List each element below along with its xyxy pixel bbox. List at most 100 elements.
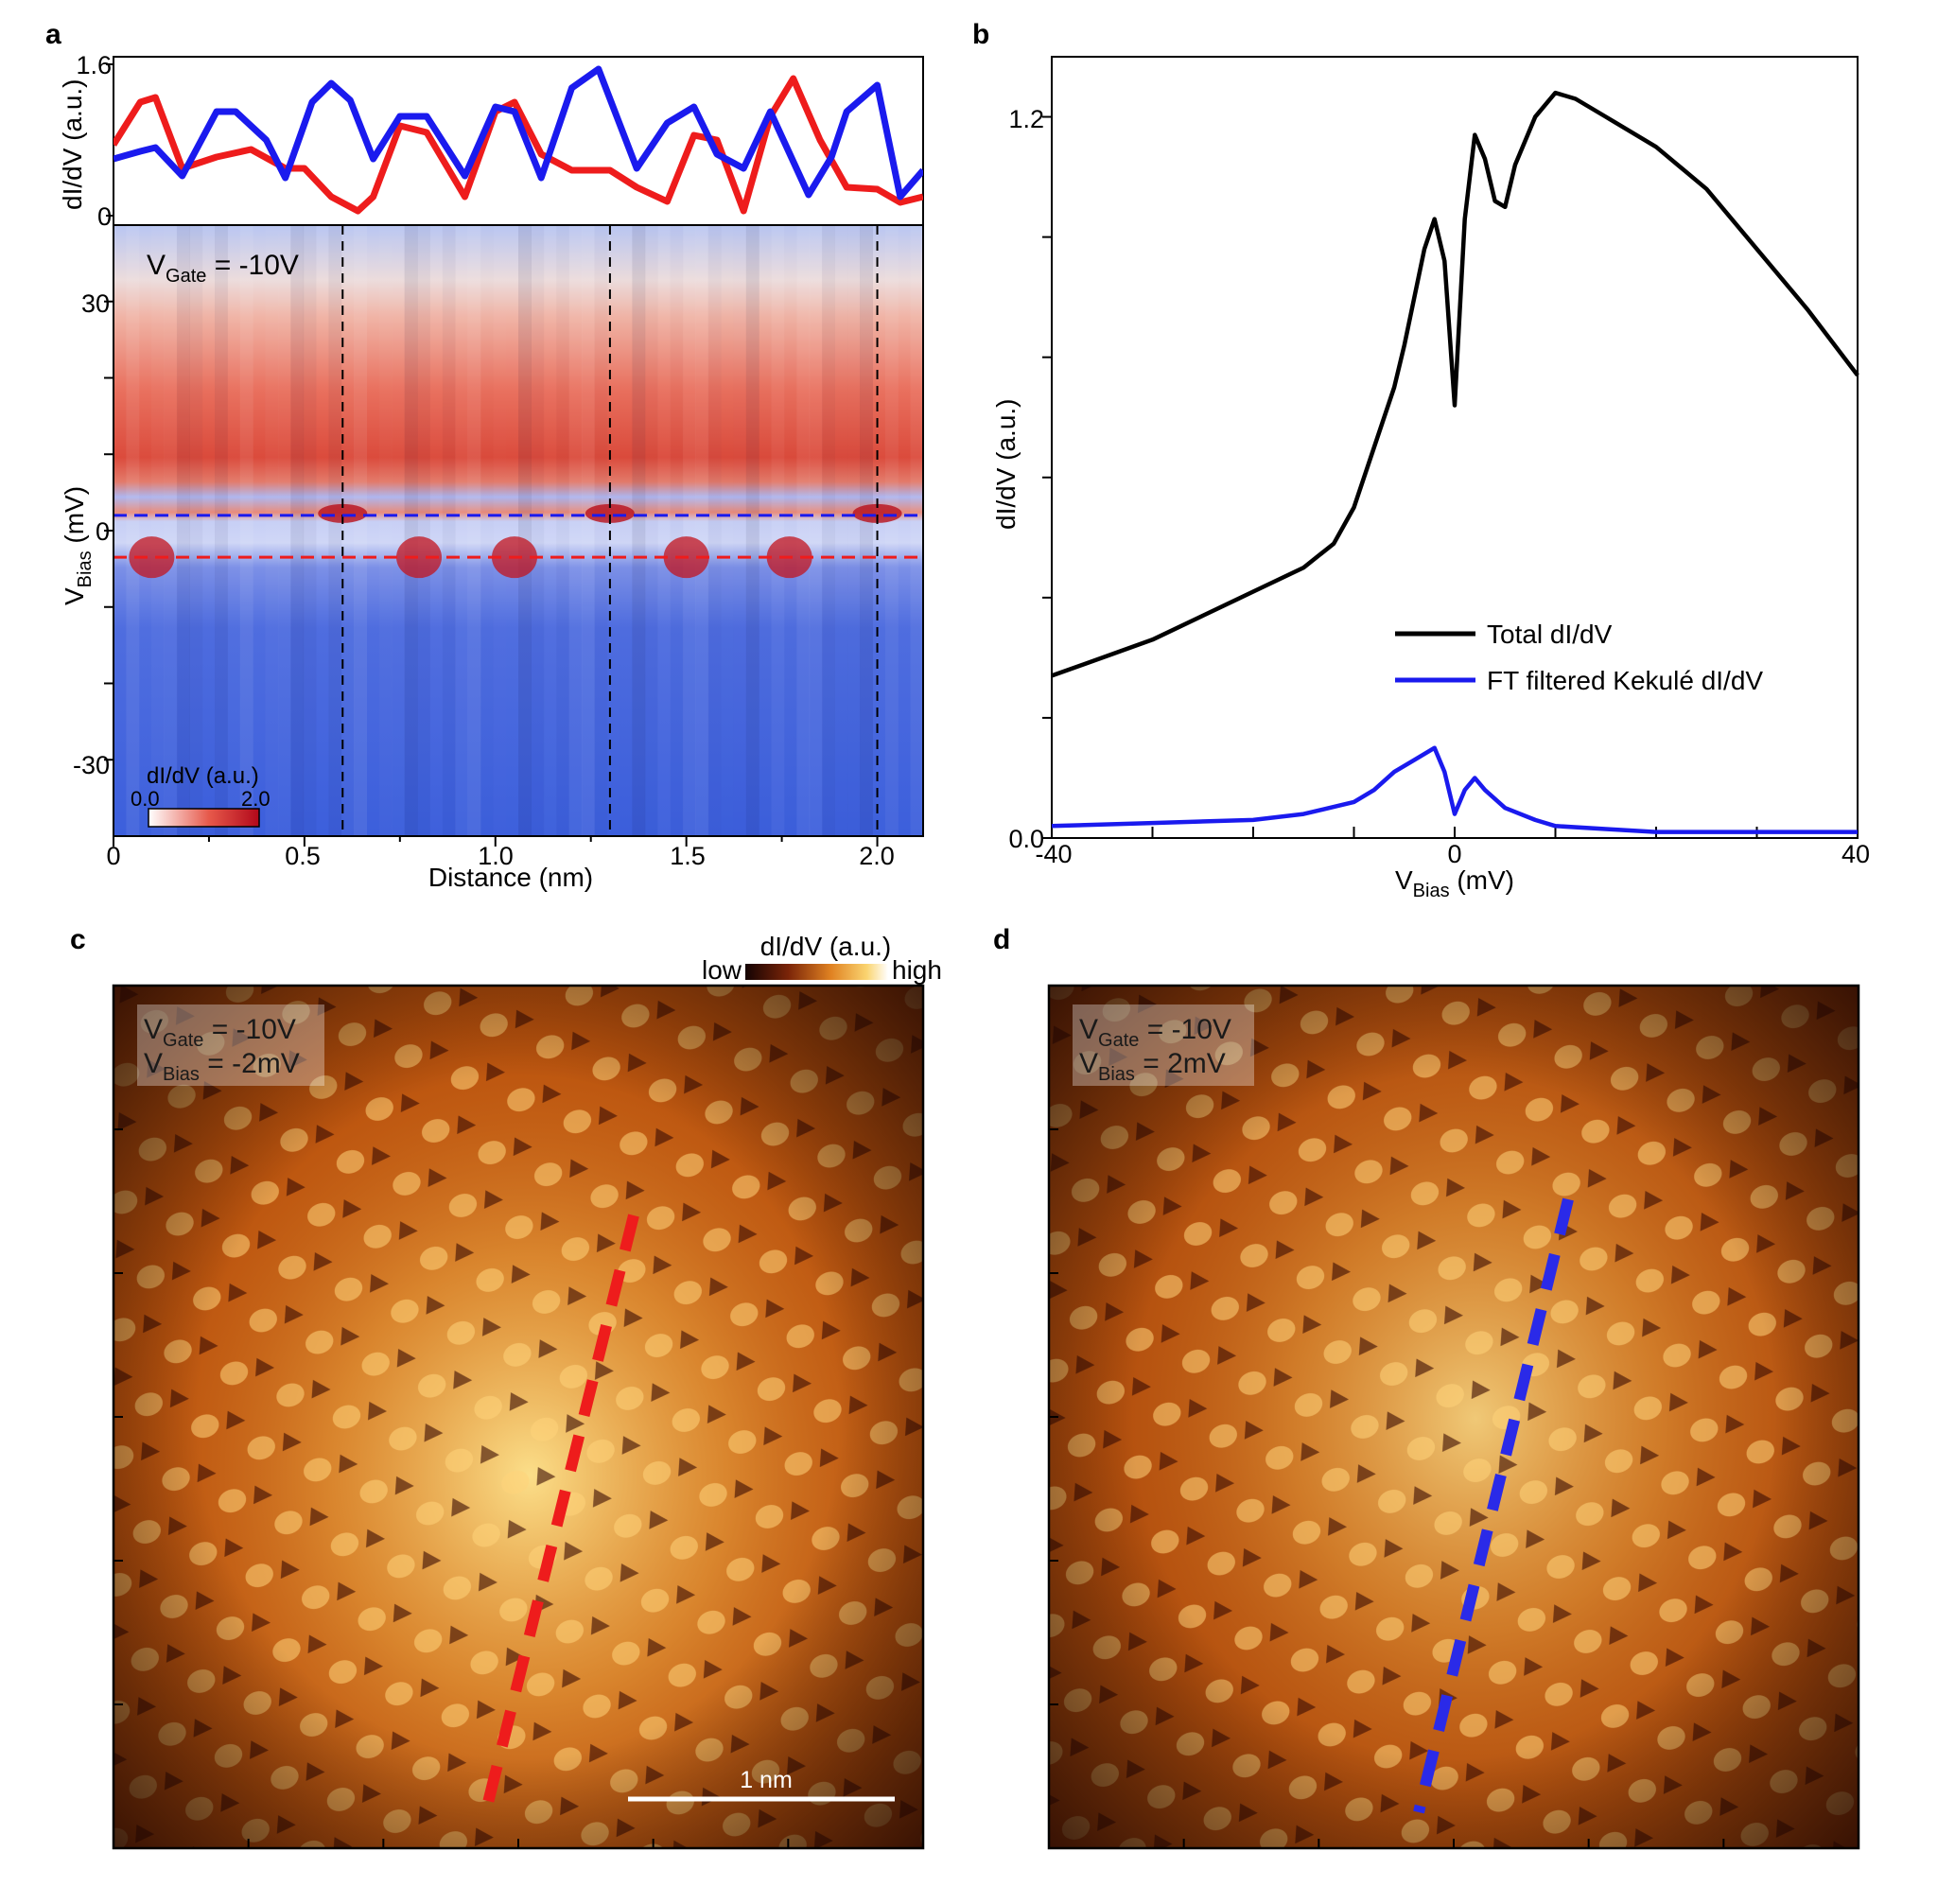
c-colorbar: dI/dV (a.u.) low high: [702, 932, 942, 985]
a-gate-label: VGate = -10V: [147, 250, 299, 287]
heatmap-column: [682, 225, 696, 836]
a-colorbar-title: dI/dV (a.u.): [147, 763, 259, 789]
b-ylabel: dI/dV (a.u.): [991, 398, 1021, 530]
heatmap-column: [328, 225, 342, 836]
c-colorbar-low: low: [702, 955, 742, 985]
heatmap-column: [266, 225, 279, 836]
panel-d-stm-image: VGate = -10V VBias = 2mV: [1047, 984, 1860, 1850]
heatmap-column: [632, 225, 646, 836]
heatmap-peak-positive: [585, 503, 635, 523]
panel-c-stm-image: VGate = -10V VBias = -2mV 1 nm: [112, 984, 925, 1850]
a-ytick-30: 30: [81, 289, 110, 318]
heatmap-column: [189, 225, 203, 836]
heatmap-column: [239, 225, 253, 836]
b-xtick-40: 40: [1842, 840, 1870, 868]
a-xtick-0.5: 0.5: [285, 842, 321, 870]
a-xlabel: Distance (nm): [428, 863, 593, 892]
heatmap-column: [733, 225, 746, 836]
a-top-ytick-0: 0: [97, 202, 112, 231]
heatmap-column: [443, 225, 456, 836]
heatmap-column: [721, 225, 734, 836]
heatmap-column: [176, 225, 190, 836]
panel-label-b: b: [972, 19, 989, 50]
a-colorbar-bar: [148, 808, 260, 828]
heatmap-column: [404, 225, 418, 836]
heatmap-column: [455, 225, 468, 836]
panel-a-heatmap: VGate = -10V dI/dV (a.u.) 0.0 2.0 30 0 -…: [60, 224, 924, 892]
d-linecut-blue: [1413, 1197, 1574, 1814]
heatmap-column: [708, 225, 722, 836]
heatmap-column: [518, 225, 532, 836]
a-colorbar-min: 0.0: [131, 787, 160, 811]
heatmap-column: [429, 225, 443, 836]
c-gate-label: VGate = -10V: [144, 1014, 296, 1051]
heatmap-column: [594, 225, 607, 836]
b-legend: Total dI/dV FT filtered Kekulé dI/dV: [1395, 620, 1763, 695]
a-colorbar-max: 2.0: [241, 787, 271, 811]
a-xtick-1.5: 1.5: [670, 842, 706, 870]
heatmap-column: [202, 225, 216, 836]
heatmap-column: [784, 225, 797, 836]
heatmap-column: [568, 225, 583, 836]
d-bias-label: VBias = 2mV: [1079, 1048, 1226, 1085]
heatmap-column: [303, 225, 317, 836]
a-ylabel: VBias (mV): [60, 486, 96, 605]
heatmap-column: [544, 225, 557, 836]
c-vignette: [113, 986, 923, 1848]
heatmap-column: [695, 225, 709, 836]
heatmap-peak-positive: [852, 503, 902, 523]
panel-a-top-plot: 1.6 0 dI/dV (a.u.): [58, 51, 924, 231]
c-linecut-red: [479, 1214, 639, 1820]
b-xtick--40: -40: [1035, 840, 1072, 868]
heatmap-column: [493, 225, 506, 836]
b-series-total: [1051, 90, 1859, 678]
heatmap-column: [139, 225, 152, 836]
heatmap-peak-negative: [396, 536, 443, 579]
a-colorbar: dI/dV (a.u.) 0.0 2.0: [131, 763, 271, 828]
d-label-box: [1073, 1004, 1254, 1086]
heatmap-column: [873, 225, 886, 836]
panel-label-d: d: [993, 924, 1010, 955]
heatmap-column: [796, 225, 811, 836]
d-gate-label: VGate = -10V: [1079, 1014, 1231, 1051]
heatmap-column: [227, 225, 240, 836]
a-top-ylabel: dI/dV (a.u.): [58, 79, 87, 210]
heatmap-column: [151, 225, 165, 836]
heatmap-column: [392, 225, 405, 836]
heatmap-column: [809, 225, 823, 836]
heatmap-column: [847, 225, 861, 836]
heatmap-column: [645, 225, 658, 836]
heatmap-column: [884, 225, 899, 836]
heatmap-column: [822, 225, 835, 836]
heatmap-peak-negative: [129, 536, 175, 579]
d-vignette: [1049, 986, 1859, 1848]
heatmap-column: [480, 225, 494, 836]
a-ytick--30: -30: [73, 751, 110, 779]
c-scalebar-label: 1 nm: [740, 1767, 793, 1793]
heatmap-column: [745, 225, 759, 836]
heatmap-column: [506, 225, 519, 836]
heatmap-column: [671, 225, 684, 836]
a-xtick-2.0: 2.0: [859, 842, 895, 870]
heatmap-column: [657, 225, 671, 836]
heatmap-column: [860, 225, 873, 836]
heatmap-column: [164, 225, 178, 836]
panel-label-c: c: [70, 924, 86, 955]
heatmap-column: [581, 225, 595, 836]
c-label-box: [137, 1004, 324, 1086]
a-top-series-blue: [113, 65, 923, 201]
heatmap-column: [467, 225, 481, 836]
b-series-kekule: [1051, 745, 1858, 834]
panel-a-top-frame: [113, 56, 924, 226]
a-xtick-1.0: 1.0: [478, 842, 514, 870]
heatmap-peak-positive: [318, 503, 368, 523]
heatmap-column: [531, 225, 544, 836]
b-xlabel: VBias (mV): [1395, 865, 1514, 901]
heatmap-column: [354, 225, 367, 836]
panel-label-a: a: [45, 19, 61, 50]
panel-b-frame: [1051, 56, 1859, 839]
heatmap-column: [620, 225, 633, 836]
heatmap-column: [215, 225, 228, 836]
heatmap-column: [759, 225, 772, 836]
b-xtick-0: 0: [1447, 840, 1461, 868]
